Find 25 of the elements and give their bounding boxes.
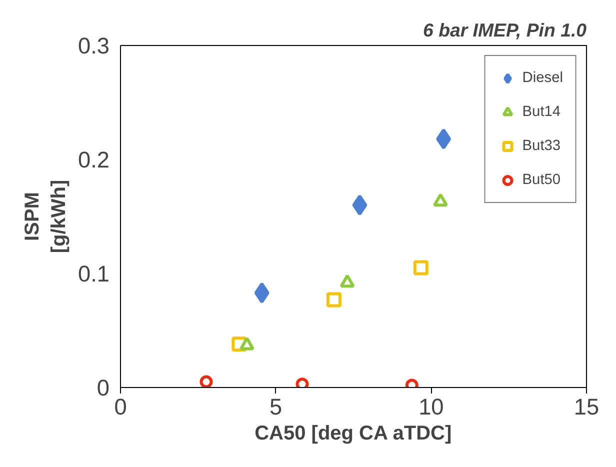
point xyxy=(296,378,309,388)
legend-label: But50 xyxy=(522,172,561,188)
point xyxy=(200,375,213,388)
y-tick-label: 0 xyxy=(96,374,110,400)
legend-label: But14 xyxy=(522,104,561,120)
x-tick-label: 10 xyxy=(418,394,444,420)
legend-label: Diesel xyxy=(522,70,563,86)
point xyxy=(413,260,428,276)
y-tick-label: 0.2 xyxy=(78,146,110,172)
chart-title: 6 bar IMEP, Pin 1.0 xyxy=(423,20,588,40)
y-tick-label: 0.3 xyxy=(78,32,110,58)
point xyxy=(254,282,270,304)
x-tick-label: 5 xyxy=(270,394,282,420)
x-tick-label: 15 xyxy=(574,394,600,420)
point xyxy=(340,274,355,288)
x-axis-title: CA50 [deg CA aTDC] xyxy=(254,422,452,444)
legend-label: But33 xyxy=(522,138,561,154)
y-axis-title: ISPM [g/kWh] xyxy=(22,180,70,254)
point xyxy=(352,194,368,216)
point xyxy=(326,292,342,308)
point xyxy=(239,336,254,350)
point xyxy=(436,128,452,150)
point xyxy=(432,193,448,207)
y-tick-label: 0.1 xyxy=(78,260,110,286)
x-tick-label: 0 xyxy=(114,394,127,420)
